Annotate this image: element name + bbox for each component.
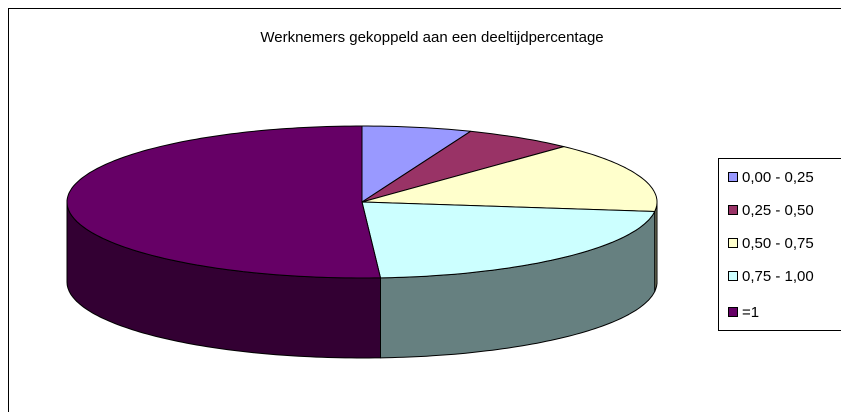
legend-swatch (728, 205, 738, 215)
legend-label: 0,50 - 0,75 (742, 235, 814, 252)
pie-slice (361, 201, 656, 279)
legend-swatch (728, 172, 738, 182)
legend-swatch (728, 238, 738, 248)
legend-label: 0,00 - 0,25 (742, 169, 814, 186)
chart-title: Werknemers gekoppeld aan een deeltijdper… (260, 29, 603, 46)
pie (66, 125, 658, 359)
pie-slice (361, 125, 472, 203)
legend-label: 0,25 - 0,50 (742, 202, 814, 219)
legend-swatch (728, 307, 738, 317)
legend: 0,00 - 0,25 0,25 - 0,50 0,50 - 0,75 0,75 - … (728, 169, 814, 321)
legend-label: =1 (742, 304, 759, 321)
legend-label: 0,75 - 1,00 (742, 268, 814, 285)
pie-slice (361, 130, 565, 203)
legend-box (718, 158, 841, 331)
legend-swatch (728, 271, 738, 281)
pie-slice (361, 146, 658, 212)
pie-slice (66, 125, 381, 279)
